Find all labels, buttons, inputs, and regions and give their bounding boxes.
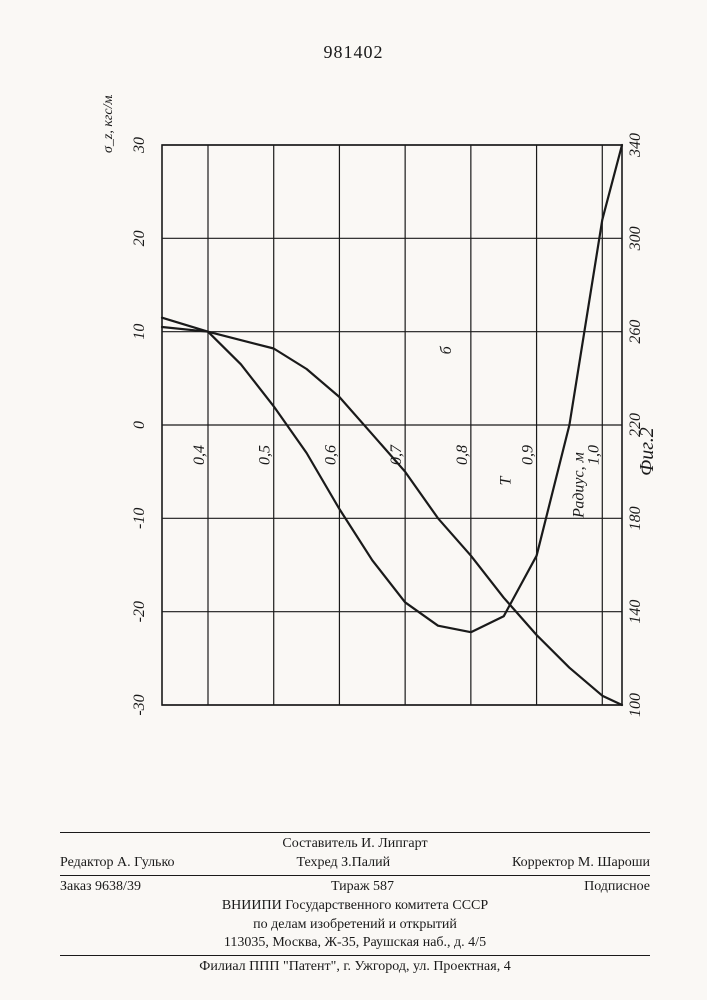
chart-container: 0,40,50,60,70,80,91,0-30100-20140-101800… — [80, 95, 640, 785]
org-line-2: по делам изобретений и открытий — [60, 916, 650, 935]
addr-line-2: Филиал ППП "Патент", г. Ужгород, ул. Про… — [60, 958, 650, 977]
document-number: 981402 — [0, 42, 707, 63]
svg-text:T: T — [497, 475, 514, 485]
svg-text:0,9: 0,9 — [520, 445, 537, 465]
org-line-1: ВНИИПИ Государственного комитета СССР — [60, 897, 650, 916]
editor-row: Редактор А. Гулько Техред З.Палий Коррек… — [60, 854, 650, 873]
svg-text:-10: -10 — [131, 508, 148, 529]
svg-text:0,4: 0,4 — [191, 445, 208, 465]
svg-text:0: 0 — [131, 421, 148, 429]
page: 981402 0,40,50,60,70,80,91,0-30100-20140… — [0, 0, 707, 1000]
svg-text:-20: -20 — [131, 601, 148, 622]
order-row: Заказ 9638/39 Тираж 587 Подписное — [60, 878, 650, 897]
print-run: Тираж 587 — [331, 878, 394, 897]
addr-line-1: 113035, Москва, Ж-35, Раушская наб., д. … — [60, 934, 650, 953]
chart-svg: 0,40,50,60,70,80,91,0-30100-20140-101800… — [80, 95, 640, 785]
svg-text:140: 140 — [627, 600, 640, 624]
svg-text:100: 100 — [627, 693, 640, 717]
corrector: Корректор М. Шароши — [512, 854, 650, 873]
figure-label: Фиг.2 — [636, 427, 659, 476]
svg-text:0,8: 0,8 — [454, 445, 471, 465]
svg-text:10: 10 — [131, 324, 148, 340]
svg-text:Радиус, м: Радиус, м — [570, 452, 587, 519]
svg-text:30: 30 — [131, 137, 148, 154]
svg-text:б: б — [438, 345, 455, 354]
svg-text:340: 340 — [627, 133, 640, 158]
svg-text:260: 260 — [627, 320, 640, 344]
svg-text:1,0: 1,0 — [585, 445, 602, 465]
compiler-line: Составитель И. Липгарт — [60, 835, 650, 854]
editor: Редактор А. Гулько — [60, 854, 175, 873]
svg-text:0,6: 0,6 — [322, 445, 339, 465]
svg-text:20: 20 — [131, 230, 148, 246]
svg-text:-30: -30 — [131, 694, 148, 715]
svg-text:180: 180 — [627, 506, 640, 530]
svg-text:σ_z, кгс/мм²: σ_z, кгс/мм² — [101, 95, 116, 153]
sign: Подписное — [584, 878, 650, 897]
tech: Техред З.Палий — [296, 854, 390, 873]
svg-text:300: 300 — [627, 226, 640, 251]
footer-block: Составитель И. Липгарт Редактор А. Гульк… — [60, 830, 650, 977]
svg-text:0,5: 0,5 — [257, 445, 274, 465]
order-no: Заказ 9638/39 — [60, 878, 141, 897]
